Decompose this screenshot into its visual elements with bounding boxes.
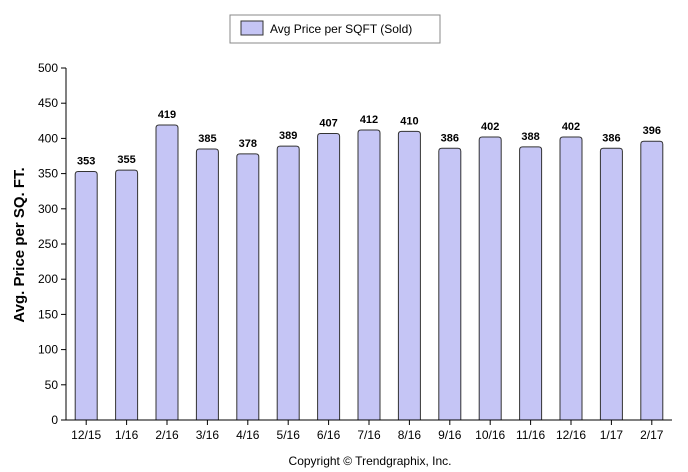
y-tick-label: 300 <box>38 202 58 216</box>
bar <box>155 124 179 421</box>
x-tick-label: 3/16 <box>196 428 220 442</box>
bar <box>559 136 583 421</box>
legend-box <box>229 14 441 44</box>
y-tick-label: 50 <box>45 378 59 392</box>
x-tick-label: 5/16 <box>277 428 301 442</box>
x-tick-label: 1/16 <box>115 428 139 442</box>
data-label: 386 <box>441 132 459 144</box>
x-tick-label: 1/17 <box>600 428 624 442</box>
data-label: 396 <box>643 125 661 137</box>
x-tick-label: 11/16 <box>516 428 545 442</box>
x-axis: 12/15 1/16 2/16 3/16 4/16 5/16 6/16 7/16 8/16 9/1… <box>71 420 664 442</box>
data-label: 355 <box>117 154 135 166</box>
legend-label: Avg Price per SQFT (Sold) <box>270 22 412 36</box>
x-tick-label: 10/16 <box>475 428 505 442</box>
data-label: 402 <box>562 121 580 133</box>
y-tick-label: 250 <box>38 237 58 251</box>
x-tick-label: 2/17 <box>640 428 664 442</box>
y-axis: 0 50 100 150 200 250 300 350 400 450 500 <box>38 61 66 427</box>
data-label: 407 <box>319 117 337 129</box>
y-tick-label: 400 <box>38 131 58 145</box>
bars: 353 355 419 385 378 389 407 412 410 386 402 388 402 3… <box>74 109 664 421</box>
bar <box>357 129 381 421</box>
bar <box>236 153 260 421</box>
data-label: 378 <box>239 138 257 150</box>
bar <box>276 145 300 421</box>
x-tick-label: 2/16 <box>155 428 179 442</box>
bar <box>317 132 341 421</box>
y-tick-label: 200 <box>38 272 58 286</box>
bar <box>115 169 139 421</box>
data-label: 386 <box>602 132 620 144</box>
x-tick-label: 7/16 <box>357 428 381 442</box>
y-axis-title: Avg. Price per SQ. FT. <box>11 167 28 322</box>
x-tick-label: 12/16 <box>556 428 586 442</box>
bar <box>195 148 219 421</box>
data-label: 412 <box>360 114 378 126</box>
bar <box>397 130 421 421</box>
data-label: 419 <box>158 109 176 121</box>
y-tick-label: 350 <box>38 167 58 181</box>
x-tick-label: 8/16 <box>398 428 422 442</box>
legend: Avg Price per SQFT (Sold) <box>229 14 441 44</box>
bar <box>640 140 664 421</box>
data-label: 353 <box>77 155 95 167</box>
x-tick-label: 6/16 <box>317 428 341 442</box>
data-label: 410 <box>400 115 418 127</box>
x-tick-label: 9/16 <box>438 428 462 442</box>
y-tick-label: 500 <box>38 61 58 75</box>
y-tick-label: 0 <box>51 413 58 427</box>
x-tick-label: 12/15 <box>71 428 101 442</box>
bar <box>599 147 623 421</box>
bar <box>438 147 462 421</box>
legend-swatch <box>240 20 264 36</box>
data-label: 385 <box>198 133 216 145</box>
bar <box>478 136 502 421</box>
data-label: 402 <box>481 121 499 133</box>
x-tick-label: 4/16 <box>236 428 260 442</box>
bar <box>74 170 98 421</box>
data-label: 388 <box>521 131 539 143</box>
copyright-text: Copyright © Trendgraphix, Inc. <box>289 454 452 468</box>
y-tick-label: 150 <box>38 307 58 321</box>
data-label: 389 <box>279 130 297 142</box>
y-tick-label: 450 <box>38 96 58 110</box>
y-tick-label: 100 <box>38 343 58 357</box>
bar <box>519 146 543 421</box>
